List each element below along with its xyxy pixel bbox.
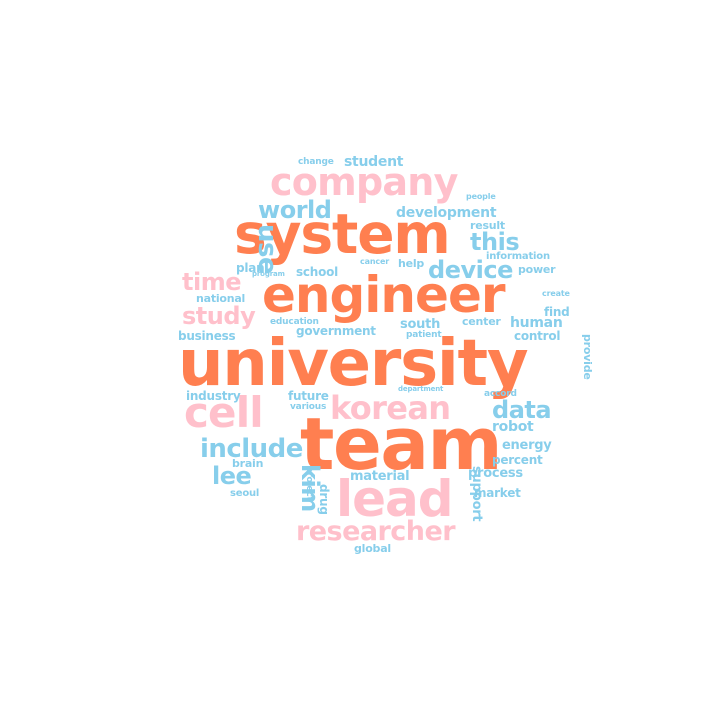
word-cell: cell [184, 388, 264, 437]
word-accord: accord [484, 389, 517, 399]
word-control: control [514, 329, 561, 343]
word-help: help [398, 257, 425, 270]
word-korean: korean [330, 389, 451, 427]
word-south: south [400, 317, 441, 332]
word-engineer: engineer [262, 266, 506, 324]
word-government: government [296, 324, 376, 338]
word-provide: provide [581, 334, 594, 380]
word-world: world [258, 196, 332, 224]
word-global: global [354, 542, 391, 555]
word-robot: robot [492, 419, 534, 435]
word-process: process [468, 466, 523, 481]
word-seoul: seoul [230, 488, 260, 499]
word-team: team [300, 402, 503, 486]
word-student: student [344, 154, 404, 170]
word-drug: drug [317, 484, 331, 515]
word-patient: patient [406, 330, 442, 340]
word-create: create [542, 289, 570, 298]
word-result: result [470, 219, 505, 232]
word-time: time [182, 268, 242, 296]
word-human: human [510, 315, 563, 331]
word-company: company [270, 160, 458, 204]
word-various: various [290, 402, 327, 412]
word-find: find [544, 305, 570, 319]
word-development: development [396, 205, 497, 221]
word-project: project [304, 466, 314, 501]
word-this: this [470, 228, 520, 256]
word-national: national [196, 292, 246, 305]
word-university: university [178, 327, 529, 401]
word-power: power [518, 263, 556, 276]
word-change: change [298, 157, 334, 167]
word-program: program [252, 270, 285, 278]
word-information: information [486, 251, 550, 262]
word-school: school [296, 265, 338, 279]
word-business: business [178, 329, 236, 343]
word-center: center [462, 315, 501, 328]
word-cancer: cancer [360, 257, 389, 266]
word-industry: industry [186, 389, 241, 403]
word-lee: lee [212, 462, 252, 490]
word-market: market [474, 486, 521, 500]
word-plan: plan [236, 261, 265, 275]
word-future: future [288, 389, 329, 403]
word-device: device [428, 256, 513, 284]
word-education: education [270, 317, 319, 327]
word-material: material [350, 469, 410, 484]
word-data: data [492, 396, 552, 424]
word-energy: energy [502, 438, 552, 453]
word-department: department [398, 385, 444, 393]
word-brain: brain [232, 457, 264, 470]
word-lead: lead [336, 470, 454, 528]
word-researcher: researcher [296, 516, 456, 547]
word-system: system [234, 202, 451, 266]
word-percent: percent [492, 453, 543, 467]
word-include: include [200, 434, 303, 464]
word-people: people [466, 192, 496, 201]
word-study: study [182, 302, 256, 330]
